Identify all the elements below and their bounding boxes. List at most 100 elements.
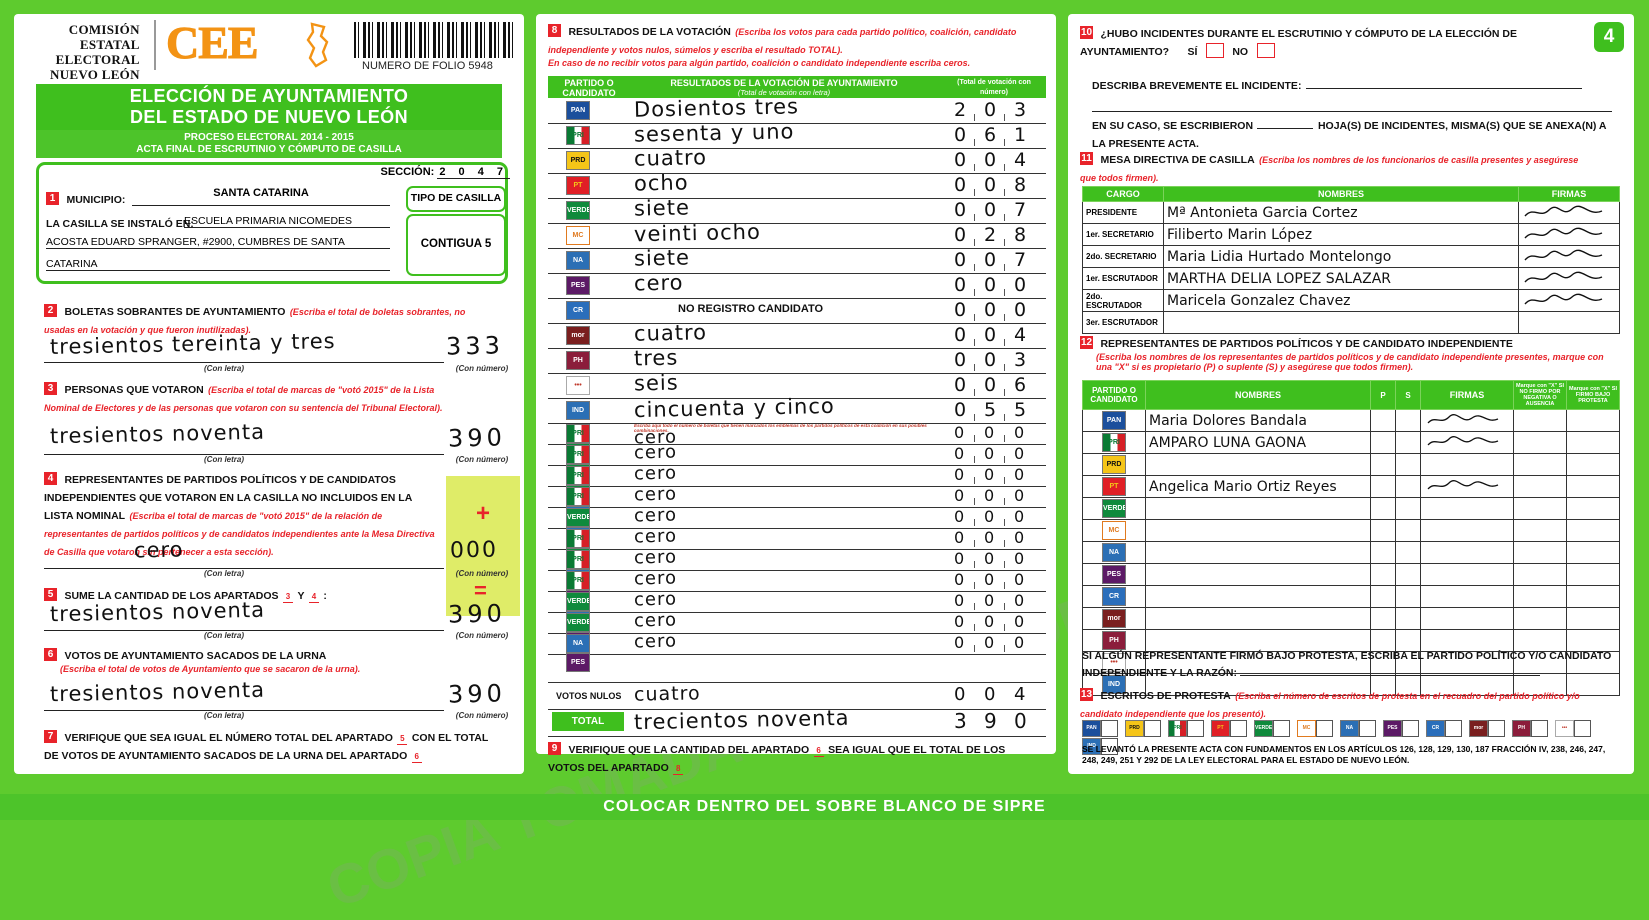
rep-suplente-cell[interactable]	[1395, 431, 1421, 454]
rep-protesta-cell[interactable]	[1566, 541, 1620, 564]
rep-suplente-cell[interactable]	[1395, 475, 1421, 498]
rep-protesta-cell[interactable]	[1566, 519, 1620, 542]
rep-nombre[interactable]	[1145, 541, 1371, 564]
rep-suplente-cell[interactable]	[1395, 585, 1421, 608]
rep-suplente-cell[interactable]	[1395, 519, 1421, 542]
rep-nofirmo-cell[interactable]	[1513, 563, 1567, 586]
tipo-casilla-value[interactable]: CONTIGUA 5	[406, 214, 506, 276]
rep-suplente-cell[interactable]	[1395, 563, 1421, 586]
rep-protesta-cell[interactable]	[1566, 607, 1620, 630]
protest-count-box[interactable]	[1445, 720, 1462, 738]
protest-count-box[interactable]	[1531, 720, 1548, 738]
row-letra-value[interactable]: cuatro	[633, 145, 708, 171]
rep-nombre[interactable]	[1145, 585, 1371, 608]
protest-count-box[interactable]	[1144, 720, 1161, 738]
rep-firma[interactable]	[1420, 453, 1514, 476]
protest-count-box[interactable]	[1488, 720, 1505, 738]
row-letra-value[interactable]: cuatro	[633, 320, 708, 346]
seccion-value[interactable]: 2 0 4 7	[437, 166, 510, 179]
protest-count-box[interactable]	[1101, 738, 1118, 756]
mesa-nombre[interactable]: Filiberto Marin López	[1163, 223, 1519, 246]
row-letra-value[interactable]: cero	[633, 483, 678, 506]
row-letra-value[interactable]: cero	[633, 441, 678, 464]
rep-nofirmo-cell[interactable]	[1513, 541, 1567, 564]
rep-protesta-cell[interactable]	[1566, 673, 1620, 696]
mesa-nombre[interactable]: Maricela Gonzalez Chavez	[1163, 289, 1519, 312]
section-3-letra[interactable]: tresientos noventa	[49, 419, 266, 449]
rep-nofirmo-cell[interactable]	[1513, 607, 1567, 630]
rep-nofirmo-cell[interactable]	[1513, 409, 1567, 432]
rep-nombre[interactable]	[1145, 497, 1371, 520]
row-letra-value[interactable]: cero	[633, 462, 678, 485]
address-line-3[interactable]: CATARINA	[46, 258, 390, 271]
rep-nofirmo-cell[interactable]	[1513, 453, 1567, 476]
rep-suplente-cell[interactable]	[1395, 629, 1421, 652]
section-4-numero[interactable]: 000	[449, 537, 499, 564]
rep-nofirmo-cell[interactable]	[1513, 475, 1567, 498]
section-6-numero[interactable]: 390	[447, 679, 507, 709]
address-line-1[interactable]: ESCUELA PRIMARIA NICOMEDES	[184, 215, 390, 228]
rep-firma[interactable]	[1420, 563, 1514, 586]
mesa-firma[interactable]	[1518, 245, 1620, 268]
protest-count-box[interactable]	[1402, 720, 1419, 738]
rep-nofirmo-cell[interactable]	[1513, 519, 1567, 542]
row-letra-value[interactable]: seis	[633, 370, 679, 396]
rep-firma[interactable]	[1420, 497, 1514, 520]
section-3-numero[interactable]: 390	[447, 423, 507, 453]
total-letra[interactable]: trecientos noventa	[633, 705, 850, 735]
rep-nombre[interactable]: Maria Dolores Bandala	[1145, 409, 1371, 432]
row-letra-value[interactable]: Dosientos tres	[633, 94, 800, 122]
row-letra-value[interactable]: cero	[633, 588, 678, 611]
rep-propietario-cell[interactable]	[1370, 431, 1396, 454]
rep-nofirmo-cell[interactable]	[1513, 497, 1567, 520]
row-letra-value[interactable]: cero	[633, 504, 678, 527]
rep-firma[interactable]	[1420, 541, 1514, 564]
mesa-nombre[interactable]	[1163, 311, 1519, 334]
rep-nofirmo-cell[interactable]	[1513, 585, 1567, 608]
votos-nulos-letra[interactable]: cuatro	[633, 682, 701, 706]
rep-protesta-cell[interactable]	[1566, 563, 1620, 586]
section-2-numero[interactable]: 333	[445, 331, 505, 361]
rep-nombre[interactable]: Angelica Mario Ortiz Reyes	[1145, 475, 1371, 498]
protest-count-box[interactable]	[1359, 720, 1376, 738]
rep-suplente-cell[interactable]	[1395, 541, 1421, 564]
rep-propietario-cell[interactable]	[1370, 541, 1396, 564]
rep-protesta-cell[interactable]	[1566, 431, 1620, 454]
rep-nombre[interactable]: AMPARO LUNA GAONA	[1145, 431, 1371, 454]
rep-firma[interactable]	[1420, 431, 1514, 454]
rep-nombre[interactable]	[1145, 453, 1371, 476]
mesa-firma[interactable]	[1518, 267, 1620, 290]
rep-propietario-cell[interactable]	[1370, 475, 1396, 498]
rep-nofirmo-cell[interactable]	[1513, 629, 1567, 652]
rep-propietario-cell[interactable]	[1370, 563, 1396, 586]
protest-reason-input[interactable]	[1239, 664, 1540, 676]
row-letra-value[interactable]: cero	[633, 567, 678, 590]
rep-protesta-cell[interactable]	[1566, 585, 1620, 608]
rep-protesta-cell[interactable]	[1566, 629, 1620, 652]
row-letra-value[interactable]: cero	[633, 630, 678, 653]
municipio-value[interactable]: SANTA CATARINA	[132, 187, 390, 206]
rep-suplente-cell[interactable]	[1395, 607, 1421, 630]
section-5-numero[interactable]: 390	[447, 599, 507, 629]
protest-count-box[interactable]	[1101, 720, 1118, 738]
section-5-letra[interactable]: tresientos noventa	[49, 597, 266, 627]
